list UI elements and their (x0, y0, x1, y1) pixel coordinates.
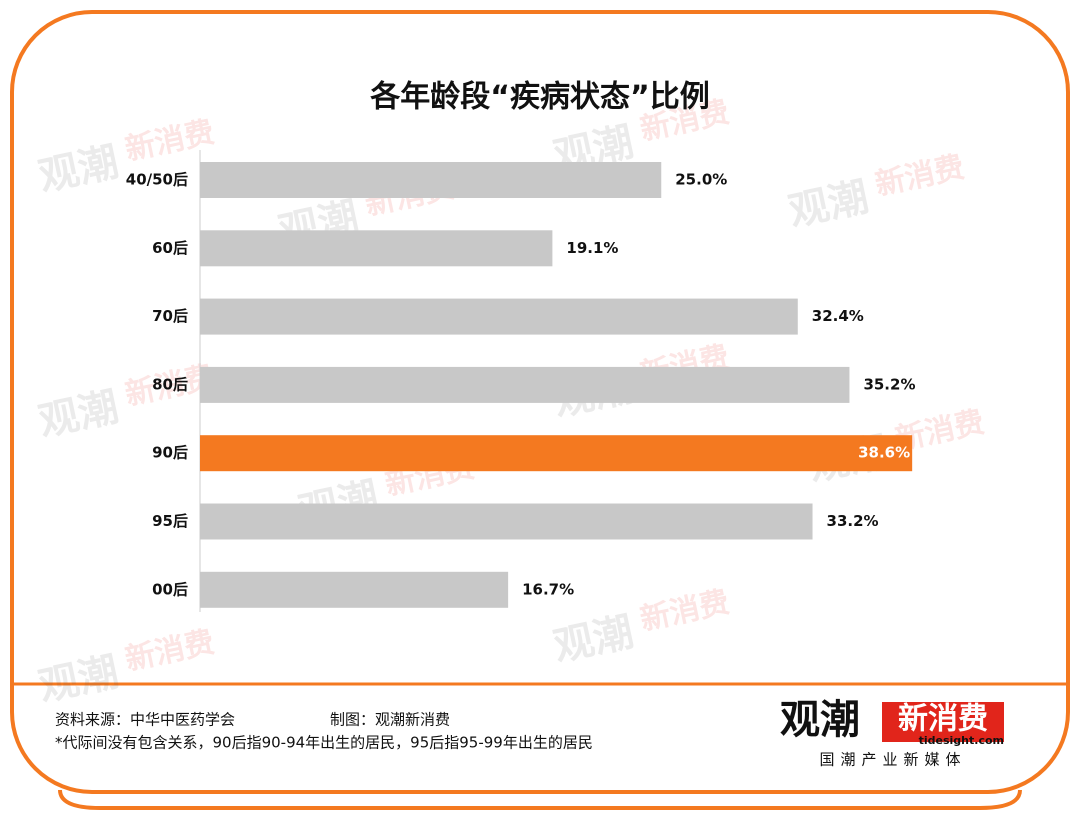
logo-site: tidesight.com (919, 734, 1004, 747)
frame-bottom (58, 789, 1022, 810)
bar (200, 503, 813, 540)
y-tick-label: 40/50后 (126, 171, 188, 189)
value-label: 25.0% (675, 171, 727, 189)
value-label: 16.7% (522, 580, 574, 598)
y-tick-label: 90后 (152, 444, 188, 462)
y-tick-label: 95后 (152, 512, 188, 530)
logo-name-b: 新消费 (898, 702, 988, 737)
plot: 40/50后 25.0% 60后 19.1% 70后 32.4% 80后 35.2% 90后 38… (126, 162, 915, 608)
y-tick-label: 70后 (152, 307, 188, 325)
bar (200, 366, 850, 403)
bar (200, 298, 798, 335)
value-label: 32.4% (812, 307, 864, 325)
value-label: 38.6% (858, 444, 910, 462)
y-tick-label: 60后 (152, 239, 188, 257)
logo-box (882, 702, 1004, 742)
bar (200, 571, 509, 608)
footer-note: *代际间没有包含关系，90后指90-94年出生的居民，95后指95-99年出生的… (55, 734, 593, 752)
chart-title: 各年龄段“疾病状态”比例 (369, 80, 709, 115)
bar (200, 162, 662, 198)
value-label: 33.2% (827, 512, 879, 530)
footer-source: 资料来源：中华中医药学会 (55, 711, 235, 729)
y-tick-label: 00后 (152, 580, 188, 598)
y-tick-label: 80后 (152, 375, 188, 393)
footer-credit: 制图：观潮新消费 (330, 711, 450, 729)
logo-slogan: 国潮产业新媒体 (819, 751, 966, 769)
bar (200, 230, 553, 267)
bar (200, 435, 913, 472)
logo-name: 观潮 (780, 697, 860, 743)
value-label: 19.1% (566, 239, 618, 257)
value-label: 35.2% (863, 375, 915, 393)
